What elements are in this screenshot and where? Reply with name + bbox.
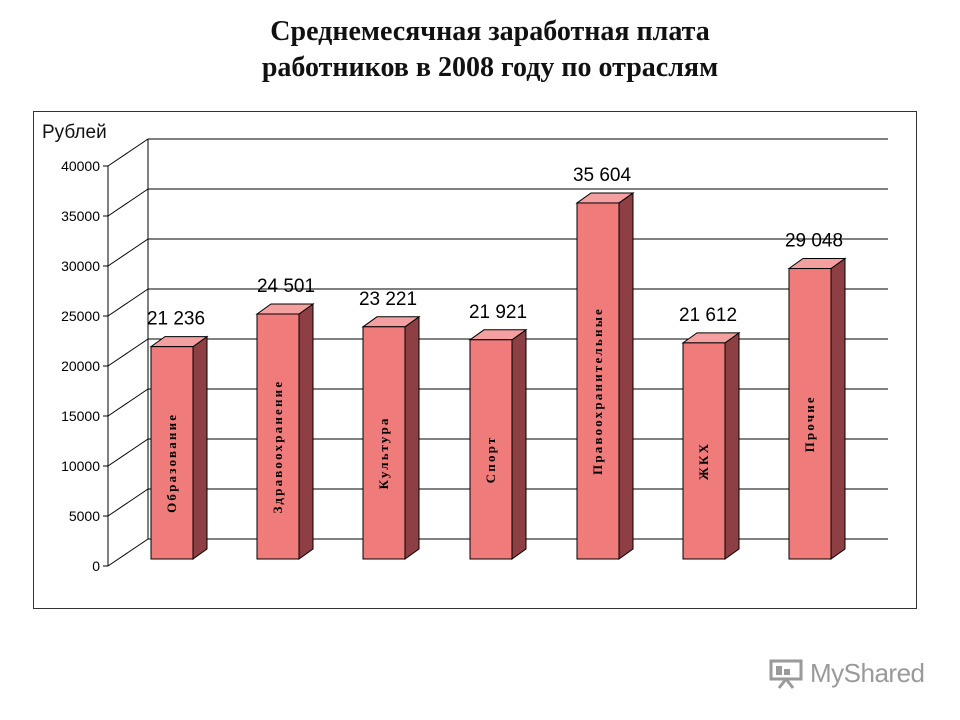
y-tick-label: 10000 — [61, 458, 100, 474]
presentation-board-icon — [769, 659, 803, 689]
gridline-diagonal — [107, 338, 149, 367]
labels-layer: Образование 21 236 Здравоохранение 24 501 Ку… — [147, 165, 843, 513]
y-tick-label: 0 — [92, 558, 100, 574]
data-label: 23 221 — [359, 289, 417, 310]
chart-title: Среднемесячная заработная плата работник… — [0, 14, 960, 86]
axis-layer: 0 5000 10000 15000 20000 25000 30000 35000 40000 — [61, 139, 149, 574]
chart-title-line-2: работников в 2008 году по отраслям — [261, 52, 719, 83]
bar-front — [469, 339, 513, 560]
gridline-diagonal — [107, 388, 149, 417]
y-tick-label: 5000 — [69, 508, 100, 524]
bar-side — [511, 328, 527, 560]
gridline-diagonal — [107, 238, 149, 267]
category-label: Спорт — [483, 435, 498, 483]
chart-title-line-1: Среднемесячная заработная плата — [270, 16, 710, 47]
y-tick-label: 15000 — [61, 408, 100, 424]
data-label: 21 921 — [469, 302, 527, 323]
y-axis-label: Рублей — [42, 122, 107, 143]
data-label: 21 236 — [147, 309, 205, 330]
bar-front — [788, 268, 832, 560]
bar-side — [618, 191, 634, 560]
bar-4 — [468, 328, 528, 560]
bar-side — [192, 335, 208, 560]
bar-5 — [575, 191, 635, 560]
watermark: MyShared — [768, 656, 925, 690]
bar-front — [362, 326, 406, 560]
bar-2 — [255, 303, 315, 560]
data-label: 29 048 — [785, 231, 843, 252]
bar-1 — [149, 335, 209, 560]
y-tick-label: 30000 — [61, 258, 100, 274]
gridline-diagonal — [107, 538, 149, 567]
bar-6 — [681, 331, 741, 560]
category-label: Правоохранительные — [590, 307, 605, 475]
bar-front — [682, 342, 726, 560]
bar-side — [830, 257, 846, 560]
bar-front — [256, 313, 300, 560]
category-label: Образование — [164, 413, 179, 513]
bar-front — [150, 346, 194, 560]
watermark-text: MyShared — [810, 657, 925, 688]
category-label: ЖКХ — [696, 442, 711, 480]
gridline-diagonal — [107, 288, 149, 317]
y-tick-label: 20000 — [61, 358, 100, 374]
y-tick-label: 40000 — [61, 158, 100, 174]
y-tick-label: 35000 — [61, 208, 100, 224]
gridline-diagonal — [107, 438, 149, 467]
data-label: 24 501 — [257, 276, 315, 297]
gridline-diagonal — [107, 138, 149, 167]
bar-front — [576, 202, 620, 560]
bar-side — [404, 315, 420, 560]
y-tick-label: 25000 — [61, 308, 100, 324]
category-label: Здравоохранение — [270, 380, 285, 514]
bar-side — [724, 331, 740, 560]
bar-3 — [361, 315, 421, 560]
category-label: Прочие — [802, 395, 817, 452]
chart-frame — [33, 111, 917, 609]
bar-side — [298, 303, 314, 560]
bars-layer — [149, 191, 847, 560]
data-label: 35 604 — [573, 165, 632, 186]
data-label: 21 612 — [679, 305, 737, 326]
bar-7 — [787, 257, 847, 560]
gridline-diagonal — [107, 188, 149, 217]
category-label: Культура — [376, 416, 391, 489]
gridline-diagonal — [107, 488, 149, 517]
